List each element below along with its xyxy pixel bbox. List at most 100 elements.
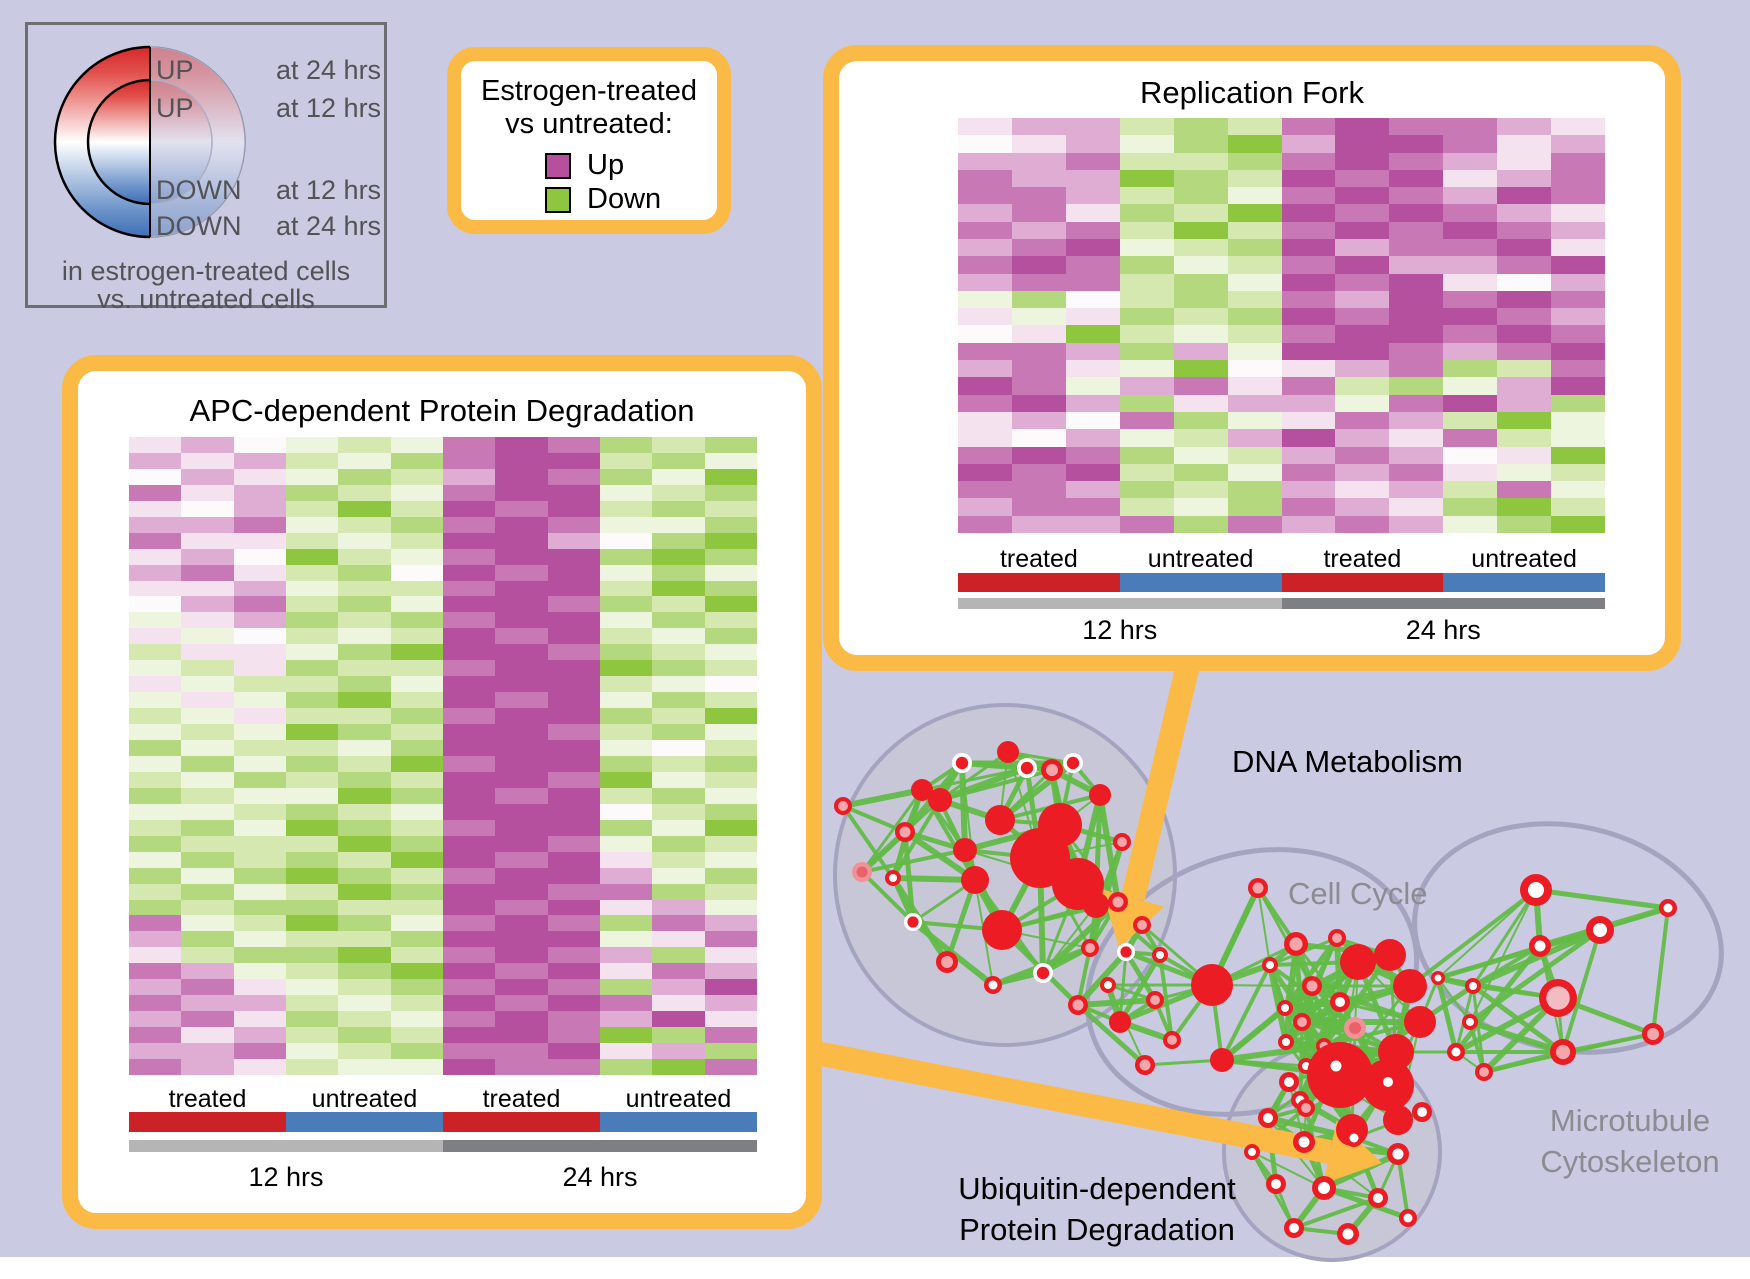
heatmap-cell	[599, 724, 653, 741]
heatmap-cell	[495, 564, 548, 581]
heatmap-cell	[1281, 239, 1336, 257]
heatmap-cell	[652, 755, 705, 772]
network-edge	[1077, 997, 1156, 1008]
heatmap-cell	[547, 676, 600, 693]
heatmap-cell	[704, 724, 757, 741]
heatmap-cell	[599, 708, 653, 725]
estrogen-legend-box: Estrogen-treated vs untreated: Up Down	[447, 47, 731, 234]
heatmap-cell	[547, 915, 600, 932]
heatmap-cell	[547, 548, 600, 565]
heatmap-cell	[1443, 498, 1498, 516]
network-edge	[939, 750, 1009, 802]
apc-group-label: untreated	[625, 1085, 732, 1113]
heatmap-cell	[442, 740, 496, 756]
heatmap-cell	[1173, 411, 1228, 430]
heatmap-cell	[181, 835, 234, 852]
heatmap-cell	[1011, 308, 1066, 326]
heatmap-cell	[285, 1043, 339, 1060]
heatmap-cell	[442, 963, 496, 980]
heatmap-cell	[1173, 290, 1228, 309]
heatmap-cell	[547, 867, 600, 884]
network-node	[1252, 882, 1264, 894]
heatmap-cell	[1281, 187, 1336, 205]
network-node	[1289, 937, 1303, 951]
network-node	[1072, 999, 1084, 1011]
heatmap-cell	[547, 500, 600, 517]
heatmap-cell	[181, 628, 234, 645]
heatmap-cell	[442, 596, 496, 613]
heatmap-cell	[181, 437, 234, 453]
heatmap-cell	[599, 851, 653, 868]
heatmap-cell	[1551, 377, 1605, 395]
heatmap-cell	[233, 676, 286, 693]
heatmap-cell	[958, 463, 1012, 482]
network-edge	[1437, 944, 1541, 980]
heatmap-cell	[181, 883, 234, 900]
heatmap-cell	[181, 708, 234, 725]
ring-row-up12-dir: UP	[156, 93, 194, 123]
heatmap-cell	[390, 692, 443, 709]
heatmap-cell	[495, 899, 548, 916]
heatmap-cell	[181, 612, 234, 629]
heatmap-cell	[285, 787, 339, 804]
heatmap-cell	[1173, 394, 1228, 412]
heatmap-cell	[1227, 169, 1282, 188]
heatmap-cell	[1497, 325, 1552, 343]
heatmap-cell	[1497, 342, 1552, 361]
heatmap-cell	[1173, 152, 1228, 170]
network-node	[1393, 969, 1427, 1003]
heatmap-cell	[1443, 377, 1498, 395]
heatmap-cell	[390, 564, 443, 581]
heatmap-cell	[1443, 481, 1498, 499]
heatmap-cell	[233, 484, 286, 501]
heatmap-cell	[1551, 290, 1605, 309]
heatmap-cell	[1173, 463, 1228, 482]
heatmap-cell	[285, 915, 339, 932]
heatmap-cell	[958, 481, 1012, 499]
network-node	[1150, 995, 1160, 1005]
heatmap-cell	[1173, 273, 1228, 291]
heatmap-cell	[1443, 204, 1498, 222]
arrow-apc-to-ubiquitin-shaft	[813, 1041, 1333, 1164]
heatmap-cell	[495, 612, 548, 629]
heatmap-cell	[599, 452, 653, 469]
heatmap-cell	[1227, 187, 1282, 205]
heatmap-cell	[652, 500, 705, 517]
heatmap-cell	[1389, 204, 1444, 222]
heatmap-cell	[390, 452, 443, 469]
heatmap-cell	[442, 931, 496, 948]
network-edge	[1437, 976, 1559, 1000]
heatmap-cell	[338, 612, 391, 629]
network-node	[1318, 1182, 1330, 1194]
heatmap-cell	[1497, 187, 1552, 205]
heatmap-cell	[442, 564, 496, 581]
heatmap-cell	[129, 867, 182, 884]
network-edge	[1123, 950, 1158, 1002]
heatmap-cell	[958, 221, 1012, 240]
heatmap-cell	[1227, 152, 1282, 170]
heatmap-cell	[599, 692, 653, 709]
heatmap-cell	[495, 452, 548, 469]
heatmap-cell	[129, 532, 182, 549]
heatmap-cell	[1011, 256, 1066, 274]
heatmap-cell	[1119, 169, 1174, 188]
heatmap-cell	[652, 835, 705, 852]
heatmap-cell	[704, 437, 757, 453]
heatmap-cell	[129, 915, 182, 932]
heatmap-cell	[1281, 515, 1336, 533]
heatmap-cell	[1227, 256, 1282, 274]
network-node	[1191, 964, 1233, 1006]
heatmap-cell	[442, 1011, 496, 1028]
heatmap-cell	[1443, 515, 1498, 533]
heatmap-cell	[181, 947, 234, 964]
heatmap-cell	[495, 596, 548, 613]
rf-group-label: untreated	[1471, 545, 1577, 573]
heatmap-cell	[652, 548, 705, 565]
apc-time-labels: 12 hrs 24 hrs	[129, 1162, 757, 1193]
heatmap-cell	[1227, 481, 1282, 499]
heatmap-cell	[704, 915, 757, 932]
network-node	[1349, 1133, 1359, 1143]
heatmap-cell	[285, 979, 339, 996]
heatmap-cell	[958, 429, 1012, 447]
heatmap-cell	[181, 979, 234, 996]
